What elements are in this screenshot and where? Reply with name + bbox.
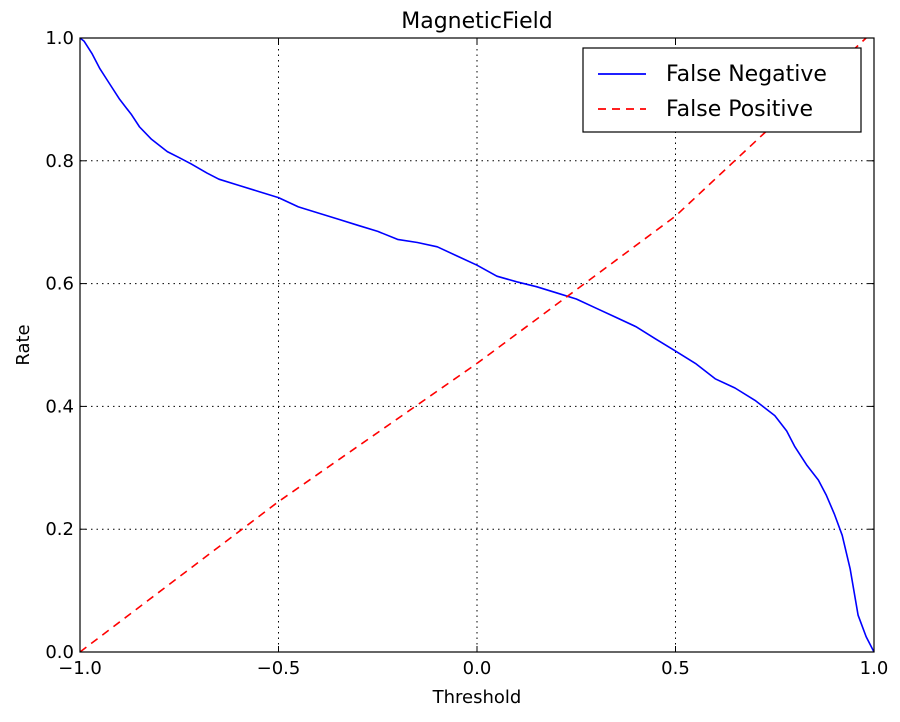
x-tick-label: −0.5 bbox=[257, 658, 301, 679]
chart-title: MagneticField bbox=[401, 9, 553, 34]
series-line-false-positive bbox=[79, 37, 867, 653]
y-axis-label: Rate bbox=[13, 324, 34, 365]
x-axis-label: Threshold bbox=[432, 687, 522, 708]
x-tick-label: −1.0 bbox=[58, 658, 102, 679]
legend-label-false-positive: False Positive bbox=[666, 97, 813, 122]
series-line-false-negative bbox=[79, 37, 875, 653]
legend-box bbox=[582, 47, 862, 133]
y-tick-label: 1.0 bbox=[45, 28, 74, 49]
x-tick-label: 1.0 bbox=[860, 658, 889, 679]
y-tick-label: 0.4 bbox=[45, 396, 74, 417]
y-ticks: 0.0 0.2 0.4 0.6 0.8 1.0 bbox=[45, 28, 874, 663]
legend: False Negative False Positive bbox=[582, 47, 862, 133]
series-layer bbox=[79, 37, 875, 653]
y-tick-label: 0.6 bbox=[45, 274, 74, 295]
y-tick-label: 0.0 bbox=[45, 642, 74, 663]
y-tick-label: 0.8 bbox=[45, 151, 74, 172]
legend-label-false-negative: False Negative bbox=[666, 62, 827, 87]
x-tick-label: 0.0 bbox=[463, 658, 492, 679]
x-tick-label: 0.5 bbox=[661, 658, 690, 679]
x-ticks: −1.0 −0.5 0.0 0.5 1.0 bbox=[58, 38, 888, 679]
y-tick-label: 0.2 bbox=[45, 519, 74, 540]
